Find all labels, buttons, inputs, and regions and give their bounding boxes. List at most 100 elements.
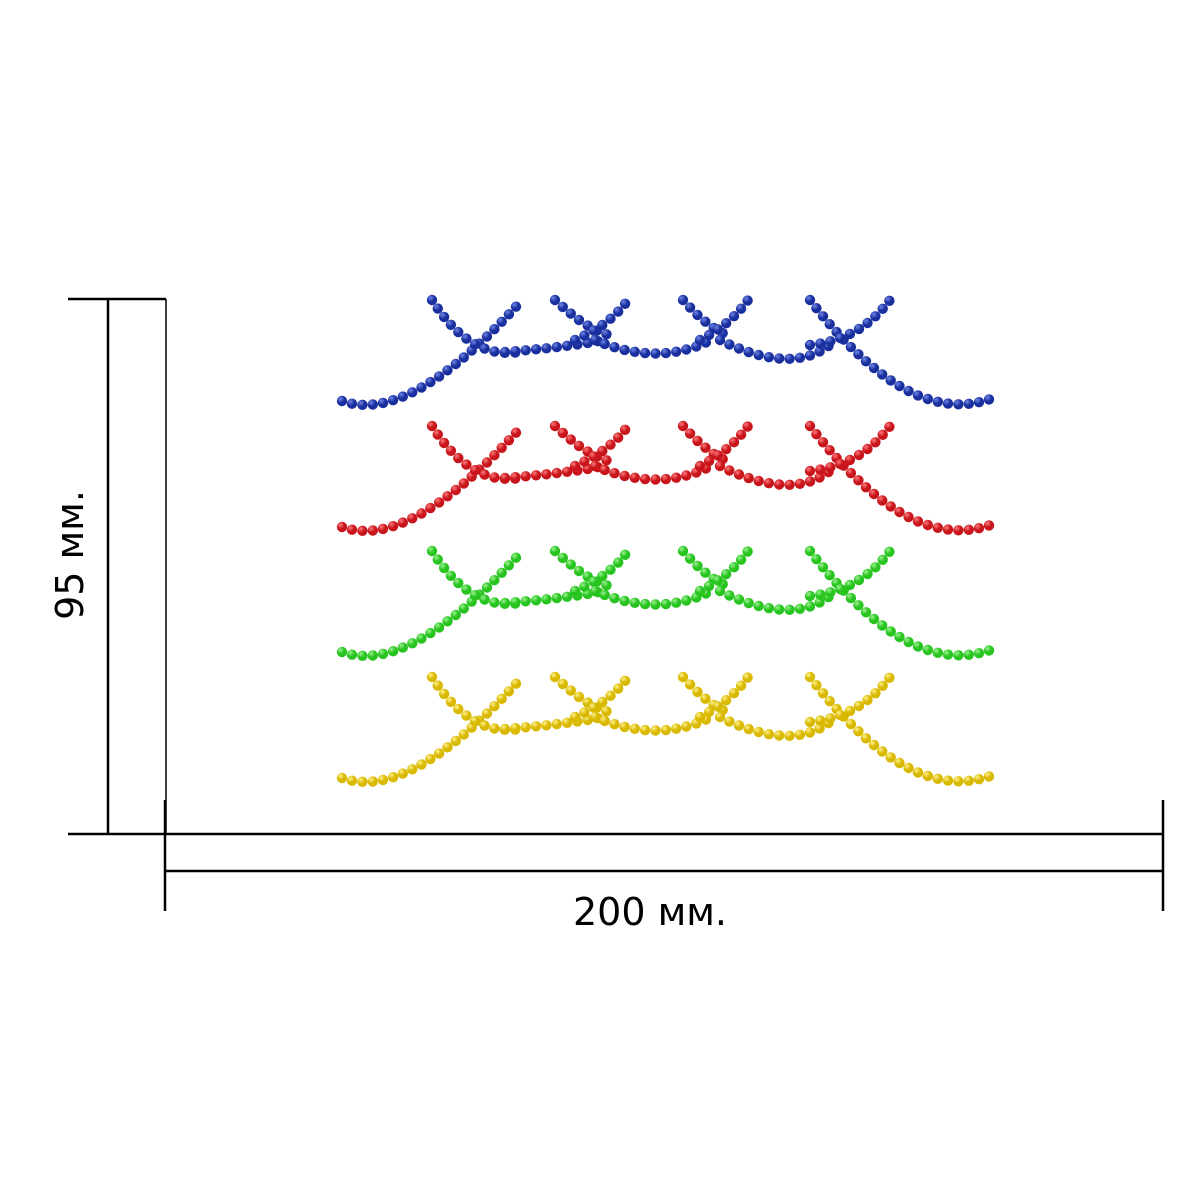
bead: [774, 353, 785, 364]
bead: [557, 427, 568, 439]
bead: [579, 707, 590, 718]
bead: [499, 723, 511, 735]
bead: [432, 680, 443, 691]
bead: [489, 597, 500, 608]
bead: [671, 597, 682, 608]
bead: [461, 710, 472, 721]
bead: [432, 303, 443, 314]
bead: [561, 591, 573, 602]
bead: [377, 648, 389, 660]
bead: [458, 352, 469, 363]
bead: [425, 376, 436, 388]
bead: [868, 613, 880, 625]
bead: [557, 301, 568, 313]
bead: [489, 346, 500, 357]
bead: [503, 686, 515, 697]
bead: [733, 594, 745, 605]
bead: [884, 421, 895, 432]
bead: [619, 595, 630, 607]
bead: [619, 344, 630, 356]
bead: [894, 757, 905, 769]
bead: [844, 705, 856, 717]
bead: [784, 604, 795, 615]
bead: [733, 720, 745, 731]
bead: [438, 437, 450, 449]
bead: [728, 437, 740, 448]
bead: [445, 696, 457, 707]
bead: [639, 473, 651, 485]
bead: [877, 303, 888, 314]
bead: [742, 295, 753, 306]
bead: [724, 716, 735, 727]
bead: [983, 645, 995, 656]
bead: [453, 452, 464, 464]
bead: [811, 680, 822, 691]
bead: [588, 702, 599, 713]
bead: [877, 620, 888, 631]
bead: [549, 294, 561, 306]
bead: [453, 703, 464, 715]
bead: [922, 644, 933, 656]
garland-rows: [336, 294, 995, 787]
bead: [735, 554, 747, 565]
bead: [815, 589, 826, 600]
bead: [569, 711, 581, 723]
bead: [942, 649, 954, 660]
bead: [605, 690, 616, 701]
bead: [510, 346, 521, 357]
bead: [496, 316, 507, 327]
bead: [530, 470, 542, 481]
bead: [804, 339, 816, 351]
bead: [569, 585, 581, 597]
bead: [445, 445, 457, 456]
bead: [884, 295, 895, 306]
bead: [817, 437, 829, 448]
bead: [605, 313, 616, 324]
bead: [407, 513, 418, 524]
bead: [712, 575, 724, 586]
bead: [387, 395, 399, 406]
bead: [825, 587, 836, 598]
bead: [684, 302, 696, 313]
bead: [824, 445, 835, 456]
bead: [763, 478, 775, 489]
bead: [650, 599, 661, 610]
bead: [629, 346, 640, 357]
bead: [912, 390, 924, 401]
bead: [712, 450, 724, 461]
bead: [817, 562, 829, 573]
bead: [743, 597, 754, 609]
bead: [461, 333, 472, 344]
bead: [671, 346, 682, 357]
bead: [728, 562, 740, 573]
bead: [703, 706, 715, 718]
bead: [811, 554, 822, 565]
bead: [721, 695, 732, 706]
bead: [963, 649, 974, 660]
bead: [862, 443, 873, 455]
bead: [853, 700, 865, 712]
bead: [804, 294, 816, 306]
bead: [870, 688, 881, 699]
bead: [733, 469, 745, 480]
garland-row-blue: [336, 294, 995, 410]
bead: [367, 650, 378, 661]
bead: [367, 399, 378, 410]
bead: [884, 546, 895, 557]
bead: [700, 693, 711, 704]
bead: [763, 603, 775, 614]
bead: [346, 398, 358, 409]
bead: [853, 726, 864, 737]
bead: [461, 584, 472, 595]
bead: [804, 671, 816, 683]
bead: [844, 454, 856, 466]
bead: [397, 517, 408, 528]
bead: [589, 585, 601, 597]
bead: [510, 552, 522, 563]
bead: [499, 346, 511, 358]
bead: [597, 696, 608, 708]
bead: [815, 338, 826, 349]
bead: [973, 523, 985, 534]
bead: [481, 331, 493, 342]
bead: [453, 577, 464, 589]
